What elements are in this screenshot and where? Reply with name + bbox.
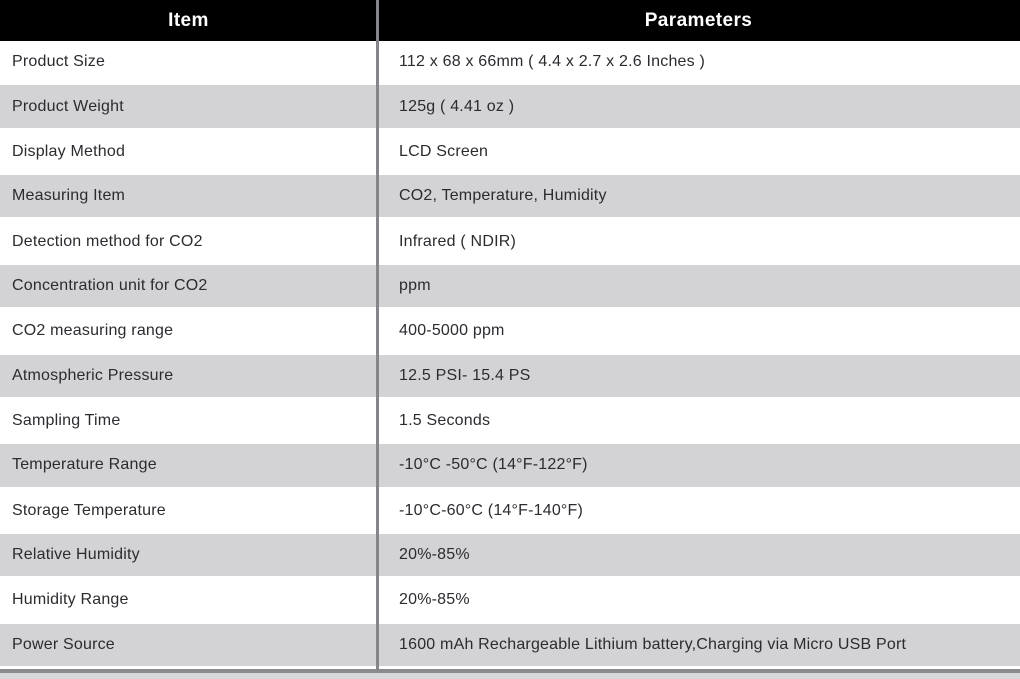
parameter-cell: ppm — [399, 276, 431, 294]
column-header-parameters: Parameters — [644, 9, 753, 31]
item-cell: CO2 measuring range — [12, 322, 174, 340]
parameter-cell: 20%-85% — [399, 546, 470, 564]
table-row: Product Weight 125g ( 4.41 oz ) — [0, 83, 1020, 131]
parameter-cell: Infrared ( NDIR) — [399, 232, 516, 250]
parameter-cell: LCD Screen — [399, 142, 489, 160]
item-cell: Display Method — [12, 142, 126, 160]
item-cell: Humidity Range — [12, 591, 129, 609]
table-row: Atmospheric Pressure 12.5 PSI- 15.4 PS — [0, 352, 1020, 400]
parameter-cell: 1600 mAh Rechargeable Lithium battery,Ch… — [399, 635, 907, 653]
item-cell: Atmospheric Pressure — [12, 366, 174, 384]
table-row: CO2 measuring range 400-5000 ppm — [0, 310, 1020, 353]
item-cell: Measuring Item — [12, 187, 126, 205]
item-cell: Power Source — [12, 635, 115, 653]
table-row: Storage Temperature -10°C-60°C (14°F-140… — [0, 489, 1020, 532]
item-cell: Sampling Time — [12, 412, 121, 430]
item-cell: Detection method for CO2 — [12, 232, 203, 250]
item-cell: Concentration unit for CO2 — [12, 276, 208, 294]
table-bottom-strip — [0, 673, 1020, 679]
parameter-cell: -10°C-60°C (14°F-140°F) — [399, 501, 584, 519]
table-row: Humidity Range 20%-85% — [0, 579, 1020, 622]
table-row: Display Method LCD Screen — [0, 130, 1020, 174]
table-bottom-border — [0, 669, 1020, 673]
parameter-cell: 1.5 Seconds — [399, 412, 491, 430]
table-row: Power Source 1600 mAh Rechargeable Lithi… — [0, 621, 1020, 670]
parameter-cell: 125g ( 4.41 oz ) — [399, 97, 515, 115]
parameter-cell: 12.5 PSI- 15.4 PS — [399, 366, 531, 384]
item-cell: Relative Humidity — [12, 546, 140, 564]
column-divider — [376, 0, 379, 670]
table-row: Relative Humidity 20%-85% — [0, 531, 1020, 580]
item-cell: Product Weight — [12, 97, 124, 115]
parameter-cell: 400-5000 ppm — [399, 322, 505, 340]
parameter-cell: -10°C -50°C (14°F-122°F) — [399, 456, 588, 474]
column-header-item: Item — [168, 9, 209, 31]
table-row: Temperature Range -10°C -50°C (14°F-122°… — [0, 442, 1020, 490]
item-cell: Temperature Range — [12, 456, 157, 474]
table-row: Product Size 112 x 68 x 66mm ( 4.4 x 2.7… — [0, 41, 1020, 84]
parameter-cell: 112 x 68 x 66mm ( 4.4 x 2.7 x 2.6 Inches… — [399, 53, 706, 71]
table-row: Measuring Item CO2, Temperature, Humidit… — [0, 173, 1020, 221]
table-header: Item Parameters — [0, 0, 1020, 41]
table-row: Detection method for CO2 Infrared ( NDIR… — [0, 220, 1020, 263]
item-cell: Product Size — [12, 53, 106, 71]
table-row: Concentration unit for CO2 ppm — [0, 262, 1020, 311]
table-body: Product Size 112 x 68 x 66mm ( 4.4 x 2.7… — [0, 41, 1020, 670]
parameter-cell: CO2, Temperature, Humidity — [399, 187, 607, 205]
parameter-cell: 20%-85% — [399, 591, 470, 609]
table-row: Sampling Time 1.5 Seconds — [0, 399, 1020, 443]
item-cell: Storage Temperature — [12, 501, 166, 519]
